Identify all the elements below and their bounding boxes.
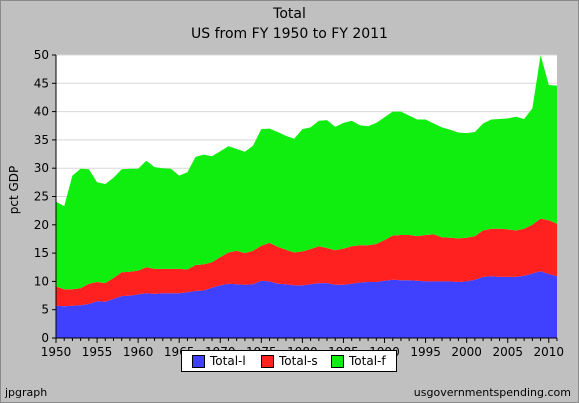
- legend-swatch-total-l: [192, 355, 205, 368]
- legend-swatch-total-f: [331, 355, 344, 368]
- y-tick-label-30: 30: [34, 161, 49, 175]
- x-tick-label-1960: 1960: [123, 345, 154, 359]
- y-tick-label-5: 5: [41, 303, 49, 317]
- area-series-total-l: [56, 271, 557, 338]
- x-tick-label-2000: 2000: [451, 345, 482, 359]
- area-series-layer: [56, 55, 557, 338]
- y-tick-label-35: 35: [34, 133, 49, 147]
- x-tick-label-2010: 2010: [534, 345, 565, 359]
- y-tick-label-45: 45: [34, 76, 49, 90]
- x-tick-label-1995: 1995: [410, 345, 441, 359]
- y-tick-label-25: 25: [34, 190, 49, 204]
- legend-label-total-l: Total-l: [210, 354, 246, 368]
- x-tick-label-1950: 1950: [41, 345, 72, 359]
- chart-title: Total: [273, 6, 306, 22]
- legend-label-total-f: Total-f: [349, 354, 386, 368]
- footer-credit-jpgraph: jpgraph: [5, 386, 48, 399]
- footer-credit-source: usgovernmentspending.com: [413, 386, 571, 399]
- chart-legend: Total-l Total-s Total-f: [181, 350, 397, 372]
- y-tick-label-15: 15: [34, 246, 49, 260]
- y-tick-label-10: 10: [34, 274, 49, 288]
- y-tick-label-40: 40: [34, 105, 49, 119]
- area-series-total-f: [56, 55, 557, 290]
- x-tick-label-1955: 1955: [82, 345, 113, 359]
- legend-label-total-s: Total-s: [279, 354, 318, 368]
- area-series-total-s: [56, 218, 557, 307]
- y-tick-label-20: 20: [34, 218, 49, 232]
- y-tick-label-0: 0: [41, 331, 49, 345]
- y-tick-label-50: 50: [34, 48, 49, 62]
- x-tick-label-2005: 2005: [492, 345, 523, 359]
- legend-swatch-total-s: [261, 355, 274, 368]
- y-axis-label: pct GDP: [7, 166, 21, 215]
- chart-subtitle: US from FY 1950 to FY 2011: [191, 26, 388, 42]
